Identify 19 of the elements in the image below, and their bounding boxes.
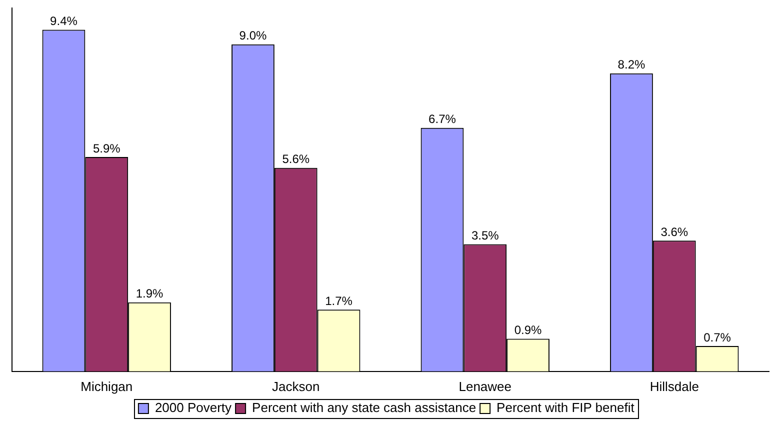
- data-label: 9.0%: [239, 28, 267, 43]
- data-label: 3.5%: [471, 228, 500, 243]
- x-tick-label: Hillsdale: [650, 378, 699, 394]
- x-tick-label: Michigan: [80, 378, 133, 394]
- x-tick-label: Jackson: [272, 378, 320, 394]
- legend-label: Percent with FIP benefit: [496, 400, 635, 416]
- data-label: 9.4%: [50, 14, 78, 28]
- data-label: 6.7%: [428, 112, 456, 126]
- legend-label: Percent with any state cash assistance: [252, 400, 476, 416]
- data-label: 1.7%: [325, 294, 353, 308]
- data-label: 5.6%: [282, 152, 310, 166]
- data-label: 5.9%: [92, 141, 121, 156]
- x-tick-label: Lenawee: [458, 378, 512, 394]
- data-label: 3.6%: [660, 224, 688, 239]
- data-label: 0.7%: [704, 330, 732, 344]
- legend-label: 2000 Poverty: [154, 400, 232, 416]
- data-label: 8.2%: [618, 58, 646, 72]
- data-label: 1.9%: [136, 286, 164, 301]
- data-label: 0.9%: [514, 323, 542, 338]
